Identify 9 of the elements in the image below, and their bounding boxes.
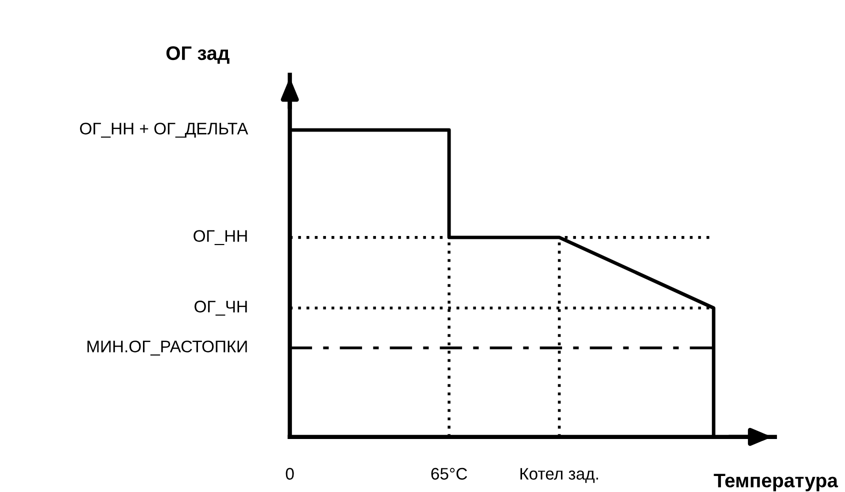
x-tick-label: 65°C <box>431 468 468 480</box>
y-axis-title: ОГ зад <box>166 46 230 64</box>
ref-line-label: МИН.ОГ_РАСТОПКИ <box>87 340 247 356</box>
x-tick-label: 0 <box>286 468 294 480</box>
x-axis-title: Температура <box>714 474 838 492</box>
ref-line-label: ОГ_ЧН <box>194 300 247 316</box>
x-tick-label: Котел зад. <box>520 468 598 483</box>
ref-line-label: ОГ_НН <box>194 230 247 246</box>
annotation: ОГ_НН + ОГ_ДЕЛЬТА <box>80 122 248 138</box>
